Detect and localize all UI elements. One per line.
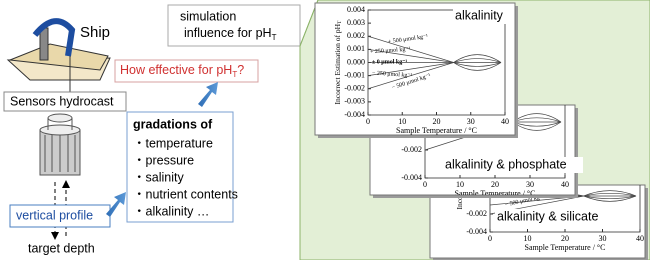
chart-title: alkalinity & phosphate	[445, 157, 567, 171]
x-tick-label: 40	[636, 234, 644, 243]
simulation-sub: T	[272, 33, 277, 42]
title-bg	[443, 157, 583, 173]
gradation-item: ・salinity	[133, 170, 184, 184]
y-tick-label: -0.004	[401, 173, 422, 182]
simulation-box	[167, 4, 301, 47]
gradations-box	[126, 111, 234, 223]
y-label-sub: T	[337, 20, 343, 24]
y-label-main: Incorrect Estimation of pH	[333, 23, 342, 104]
x-tick-label: 10	[524, 234, 532, 243]
hydrocast-box	[3, 91, 127, 112]
arrow	[198, 82, 218, 107]
x-axis-label: Sample Temperature / °C	[525, 243, 606, 252]
x-tick-label: 40	[561, 180, 569, 189]
curve-annotation: + 250 μmol kg⁻¹	[370, 47, 411, 56]
chart-title: alkalinity & silicate	[497, 209, 598, 223]
y-tick-label: -0.004	[466, 227, 487, 236]
y-tick-label: -0.003	[344, 97, 365, 106]
x-axis-label: Sample Temperature / °C	[455, 189, 536, 198]
simulation-line2: influence for pHT	[184, 26, 277, 42]
question-sub: T	[232, 70, 237, 79]
y-tick-label: -0.001	[344, 70, 365, 79]
question-suffix: ?	[237, 63, 244, 77]
x-tick-label: 30	[467, 117, 475, 126]
title-bg	[495, 209, 635, 225]
gradation-item: ・temperature	[133, 136, 213, 150]
sensor-icon	[39, 113, 81, 176]
depth-label: target depth	[28, 241, 95, 255]
curve-annotation: ± 0 μmol kg⁻¹	[372, 59, 407, 65]
x-tick-label: 0	[423, 180, 427, 189]
x-tick-label: 30	[526, 180, 534, 189]
chart-title: alkalinity	[455, 8, 504, 22]
simulation-main: influence for pH	[184, 26, 272, 40]
profile-label: vertical profile	[16, 208, 93, 222]
chart-card: 0.004 0.003 0.002 0.001 0.000 -0.001 -0.002 -0.…	[314, 2, 518, 138]
x-tick-label: 0	[366, 117, 370, 126]
question-box	[114, 59, 259, 83]
y-tick-label: 0.000	[347, 57, 365, 66]
question-text: How effective for pHT?	[120, 63, 244, 79]
x-tick-label: 20	[433, 117, 441, 126]
x-tick-label: 0	[488, 234, 492, 243]
x-tick-label: 20	[491, 180, 499, 189]
arrow	[106, 192, 126, 217]
y-tick-label: -0.002	[401, 145, 422, 154]
x-tick-label: 20	[561, 234, 569, 243]
gradations-title: gradations of	[133, 117, 213, 131]
curve-annotation: − 250 μmol kg⁻¹	[372, 70, 413, 79]
plot: 0.004 0.003 0.002 0.001 0.000 -0.001 -0.002 -0.…	[333, 5, 509, 135]
y-tick-label: -0.002	[344, 84, 365, 93]
curve	[367, 62, 502, 90]
gradation-item: ・alkalinity …	[133, 204, 209, 218]
title-bg	[453, 8, 508, 24]
y-tick-label: 0.004	[347, 5, 365, 14]
x-tick-label: 30	[599, 234, 607, 243]
y-tick-label: -0.004	[344, 110, 365, 119]
y-tick-label: 0.001	[347, 44, 365, 53]
y-axis-label: Incorrect Estimation of pHT	[333, 20, 344, 105]
y-tick-label: 0.003	[347, 18, 365, 27]
y-tick-label: 0.002	[347, 31, 365, 40]
question-main: How effective for pH	[120, 63, 232, 77]
curve	[489, 195, 637, 215]
gradation-item: ・nutrient contents	[133, 187, 238, 201]
x-tick-label: 10	[456, 180, 464, 189]
y-tick-label: -0.002	[466, 209, 487, 218]
curve-annotation: + 500 μmol kg⁻¹	[388, 34, 429, 46]
card	[314, 2, 516, 136]
gradation-item: ・pressure	[133, 153, 194, 167]
x-tick-label: 40	[501, 117, 509, 126]
hydrocast-label: Sensors hydrocast	[10, 94, 114, 108]
ship-icon	[6, 18, 111, 92]
x-axis-label: Sample Temperature / °C	[396, 126, 477, 135]
simulation-line1: simulation	[180, 9, 236, 23]
x-tick-label: 10	[398, 117, 406, 126]
ship-label: Ship	[80, 24, 110, 41]
